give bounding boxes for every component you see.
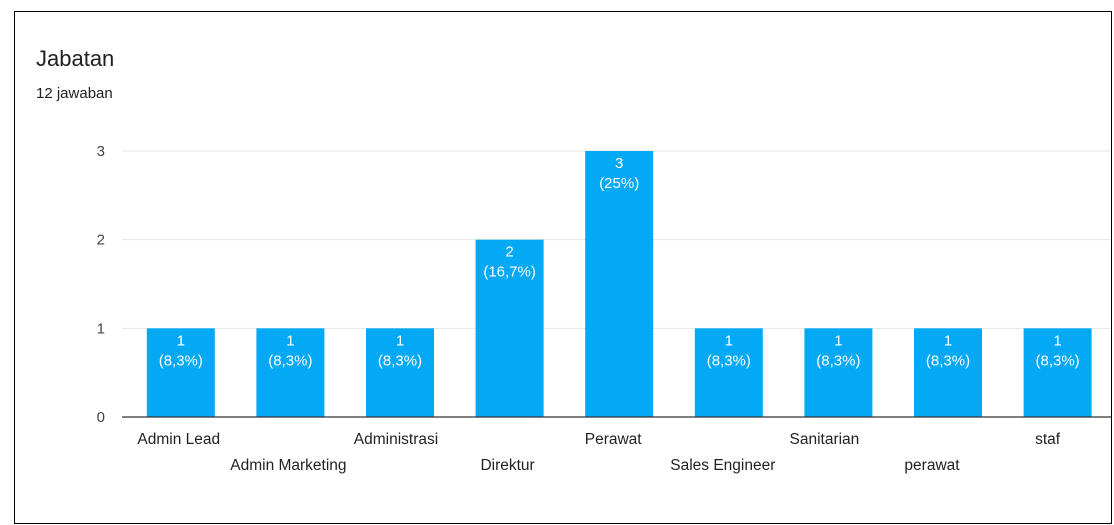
- x-category-label: perawat: [904, 457, 960, 474]
- bar-percent-label: (8,3%): [926, 352, 970, 369]
- bar-value-label: 1: [286, 332, 294, 349]
- x-category-label: Admin Marketing: [230, 457, 346, 474]
- chart-title: Jabatan: [36, 46, 115, 71]
- bar: [366, 328, 434, 417]
- x-category-label: Sanitarian: [790, 431, 860, 448]
- bar-value-label: 1: [725, 332, 733, 349]
- bar: [914, 328, 982, 417]
- x-category-label: Perawat: [585, 431, 643, 448]
- response-count: 12 jawaban: [36, 85, 113, 102]
- bar-percent-label: (8,3%): [378, 352, 422, 369]
- y-tick-label: 0: [97, 409, 105, 426]
- y-tick-label: 3: [97, 143, 105, 160]
- y-tick-label: 2: [97, 232, 105, 249]
- bar-percent-label: (8,3%): [816, 352, 860, 369]
- bar-value-label: 1: [396, 332, 404, 349]
- bar-percent-label: (25%): [599, 175, 639, 192]
- y-tick-label: 1: [97, 320, 105, 337]
- x-category-label: Administrasi: [354, 431, 438, 448]
- x-category-label: Sales Engineer: [670, 457, 775, 474]
- bar: [475, 239, 544, 417]
- bar-value-label: 1: [177, 332, 185, 349]
- bar: [1023, 328, 1092, 417]
- chart-card: Jabatan 12 jawaban 0 1 2 3 1 (8,3%) 1 (8,3%) 1 (8…: [14, 11, 1112, 524]
- bar-percent-label: (8,3%): [159, 352, 203, 369]
- x-category-label: staf: [1035, 431, 1061, 448]
- bar-value-label: 1: [1053, 332, 1061, 349]
- bar-percent-label: (8,3%): [1036, 352, 1080, 369]
- bar-percent-label: (8,3%): [268, 352, 312, 369]
- bar-value-label: 1: [944, 332, 952, 349]
- x-category-label: Direktur: [480, 457, 534, 474]
- bar-value-label: 3: [615, 155, 623, 172]
- bar: [585, 151, 654, 417]
- bar-percent-label: (16,7%): [483, 264, 536, 281]
- bar-percent-label: (8,3%): [707, 352, 751, 369]
- bar-chart: 0 1 2 3 1 (8,3%) 1 (8,3%) 1 (8,3%) 2 (16,7%) 3 (25%) 1…: [97, 143, 1111, 474]
- bar-value-label: 1: [834, 332, 842, 349]
- x-category-label: Admin Lead: [137, 431, 220, 448]
- bar: [694, 328, 763, 417]
- bar: [256, 328, 325, 417]
- bar: [146, 328, 215, 417]
- bar-value-label: 2: [505, 244, 513, 261]
- bar: [804, 328, 873, 417]
